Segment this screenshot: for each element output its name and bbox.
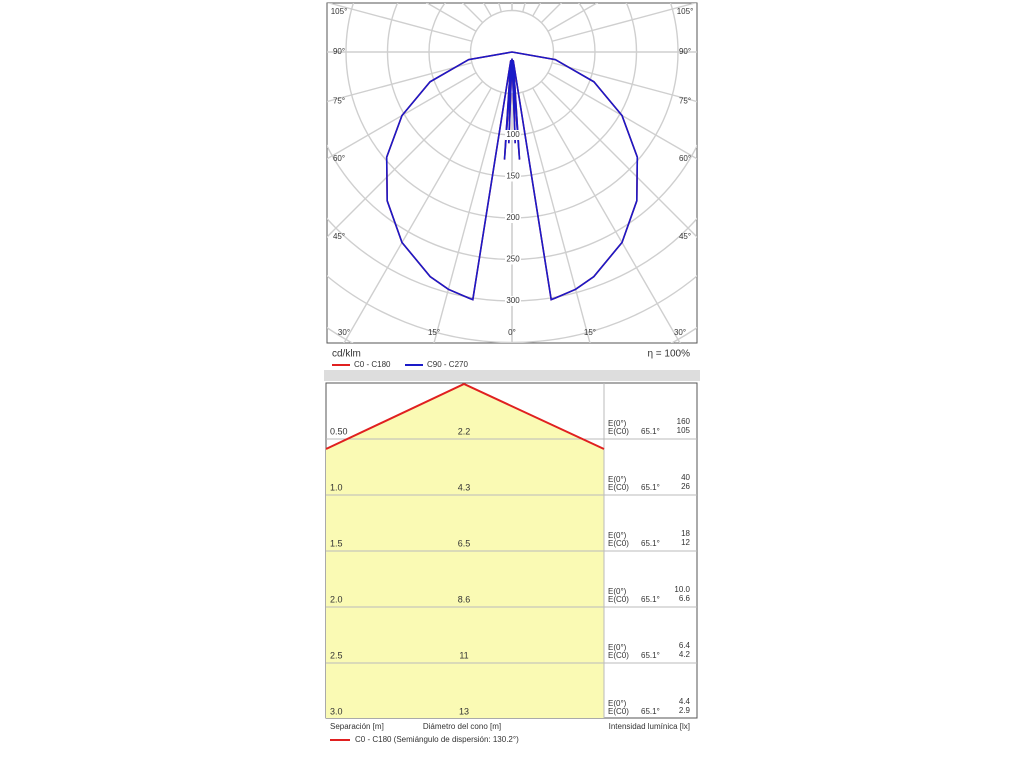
angle-tick-label: 105°	[331, 7, 348, 16]
ec0-value: 2.9	[679, 706, 691, 715]
e0-label: E(0°)	[608, 419, 627, 428]
grid-spoke	[532, 87, 681, 343]
ec0-value: 12	[681, 538, 690, 547]
ec0-value: 4.2	[679, 650, 691, 659]
angle-tick-label: 75°	[333, 97, 345, 106]
diameter: 6.5	[458, 538, 471, 548]
grid-spoke	[540, 80, 697, 238]
angle-tick-label: 60°	[679, 154, 691, 163]
ec0-value: 6.6	[679, 594, 691, 603]
angle-tick-label: 30°	[338, 328, 350, 337]
separation: 2.0	[330, 594, 343, 604]
e0-label: E(0°)	[608, 475, 627, 484]
cone-outline	[325, 382, 605, 450]
angle-tick-label: 15°	[428, 328, 440, 337]
grid-spoke	[551, 62, 697, 103]
legend-label: C0 - C180	[354, 360, 391, 369]
r-tick-bg	[505, 130, 521, 140]
separator	[324, 370, 700, 381]
ec0-label: E(C0)	[608, 707, 629, 716]
angle-tick-label: 15°	[584, 328, 596, 337]
angle-tick-label: 30°	[674, 328, 686, 337]
angle-tick-label: 0°	[508, 328, 516, 337]
diameter: 2.2	[458, 426, 471, 436]
cone-legend: C0 - C180 (Semiángulo de dispersión: 130…	[355, 735, 519, 744]
angle: 65.1°	[641, 483, 660, 492]
e0-value: 4.4	[679, 697, 691, 706]
polar-curves	[385, 51, 639, 301]
ec0-value: 105	[677, 426, 691, 435]
e0-label: E(0°)	[608, 531, 627, 540]
angle: 65.1°	[641, 539, 660, 548]
e0-label: E(0°)	[608, 643, 627, 652]
r-tick-label: 200	[506, 213, 520, 222]
e0-value: 160	[677, 417, 691, 426]
angle-tick-label: 90°	[333, 47, 345, 56]
ec0-label: E(C0)	[608, 539, 629, 548]
r-tick-bg	[505, 213, 521, 223]
angle-tick-label: 75°	[679, 97, 691, 106]
angle-tick-label: 90°	[679, 47, 691, 56]
grid-spoke	[327, 3, 473, 42]
r-tick-label: 300	[506, 296, 520, 305]
efficiency: η = 100%	[647, 349, 690, 360]
angle-tick-label: 105°	[677, 7, 694, 16]
polar-curve	[385, 51, 639, 301]
grid-spoke	[327, 62, 473, 103]
diameter: 11	[459, 650, 468, 660]
r-tick-label: 250	[506, 255, 520, 264]
diameter: 8.6	[458, 594, 471, 604]
diameter: 4.3	[458, 482, 471, 492]
legend-label: C90 - C270	[427, 360, 468, 369]
ec0-label: E(C0)	[608, 483, 629, 492]
e0-value: 6.4	[679, 641, 691, 650]
ec0-label: E(C0)	[608, 651, 629, 660]
ec0-label: E(C0)	[608, 427, 629, 436]
separation: 2.5	[330, 650, 343, 660]
grid-spoke	[547, 72, 697, 160]
angle-tick-label: 45°	[679, 232, 691, 241]
r-tick-bg	[505, 296, 521, 306]
col-separation: Separación [m]	[330, 722, 384, 731]
angle: 65.1°	[641, 707, 660, 716]
angle: 65.1°	[641, 427, 660, 436]
angle-tick-label: 60°	[333, 154, 345, 163]
separation: 1.5	[330, 538, 343, 548]
unit-label: cd/klm	[332, 349, 361, 360]
grid-spoke	[343, 87, 492, 343]
diameter: 13	[459, 706, 469, 716]
col-intensity: Intensidad lumínica [lx]	[609, 722, 690, 731]
polar-labels: 100 150 200 250 300 0° 15° 15° 30° 30° 45° 45° 60° 60…	[331, 7, 694, 337]
e0-value: 40	[681, 473, 690, 482]
r-tick-label: 100	[506, 130, 520, 139]
grid-spoke	[327, 80, 484, 238]
col-diameter: Diámetro del cono [m]	[423, 722, 501, 731]
angle: 65.1°	[641, 595, 660, 604]
legend: C0 - C180 C90 - C270	[332, 360, 468, 369]
grid-spoke	[551, 3, 697, 42]
r-tick-label: 150	[506, 172, 520, 181]
e0-label: E(0°)	[608, 587, 627, 596]
ec0-label: E(C0)	[608, 595, 629, 604]
separation: 1.0	[330, 482, 343, 492]
r-tick-bg	[505, 171, 521, 182]
grid-spoke	[327, 72, 477, 160]
e0-value: 10.0	[674, 585, 690, 594]
angle: 65.1°	[641, 651, 660, 660]
grid-spoke	[433, 91, 502, 343]
e0-label: E(0°)	[608, 699, 627, 708]
separation: 0.50	[330, 426, 348, 436]
angle-tick-label: 45°	[333, 232, 345, 241]
separation: 3.0	[330, 706, 343, 716]
grid-spoke	[522, 91, 591, 343]
r-tick-bg	[505, 254, 521, 265]
e0-value: 18	[681, 529, 690, 538]
ec0-value: 26	[681, 482, 690, 491]
